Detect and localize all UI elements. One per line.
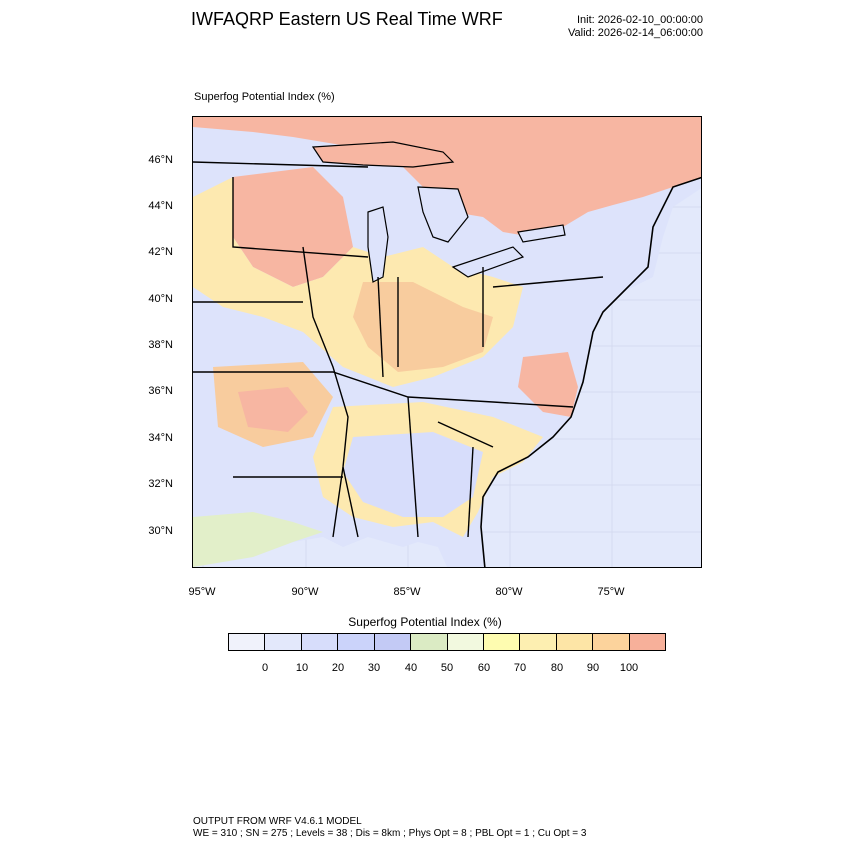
lat-label-34: 34°N — [148, 432, 173, 444]
colorbar-swatch — [556, 634, 594, 650]
high-region-virginia — [518, 352, 578, 417]
footer-model: OUTPUT FROM WRF V4.6.1 MODEL — [193, 816, 362, 827]
high-region-upper-midwest — [233, 167, 353, 287]
lon-label-75: 75°W — [597, 586, 625, 598]
colorbar-swatch — [374, 634, 412, 650]
colorbar-swatch — [265, 634, 302, 650]
colorbar-tick: 20 — [331, 662, 345, 674]
high-region-north — [193, 117, 701, 237]
lat-label-46: 46°N — [148, 154, 173, 166]
lon-label-95: 95°W — [188, 586, 216, 598]
colorbar-swatch — [229, 634, 266, 650]
colorbar-swatch — [629, 634, 666, 650]
colorbar-swatch — [483, 634, 521, 650]
high-region-arkansas — [238, 387, 308, 432]
colorbar-swatch — [447, 634, 484, 650]
green-gulf-coast — [193, 512, 323, 567]
state-boundaries — [193, 161, 604, 538]
colorbar-swatch — [593, 634, 630, 650]
colorbar-tick: 0 — [261, 662, 269, 674]
colorbar-tick: 60 — [477, 662, 491, 674]
footer-config: WE = 310 ; SN = 275 ; Levels = 38 ; Dis … — [193, 828, 587, 839]
lat-label-42: 42°N — [148, 246, 173, 258]
colorbar-tick: 100 — [619, 662, 639, 674]
lon-label-90: 90°W — [291, 586, 319, 598]
lat-label-36: 36°N — [148, 385, 173, 397]
orange-ohio-valley — [353, 282, 493, 372]
map-svg — [193, 117, 701, 567]
lake-ontario — [517, 224, 566, 243]
lat-label-40: 40°N — [148, 293, 173, 305]
colorbar-swatch — [301, 634, 339, 650]
colorbar-swatch — [338, 634, 375, 650]
init-time: Init: 2026-02-10_00:00:00 — [577, 14, 703, 26]
colorbar-tick: 50 — [440, 662, 454, 674]
lake-huron — [417, 186, 469, 243]
colorbar-title: Superfog Potential Index (%) — [348, 615, 502, 629]
colorbar-tick: 80 — [550, 662, 564, 674]
lat-label-30: 30°N — [148, 525, 173, 537]
valid-time: Valid: 2026-02-14_06:00:00 — [568, 27, 703, 39]
colorbar-tick: 70 — [513, 662, 527, 674]
coastline — [480, 176, 701, 567]
colorbar-tick: 30 — [367, 662, 381, 674]
lat-label-32: 32°N — [148, 478, 173, 490]
colorbar — [228, 633, 666, 651]
lat-label-38: 38°N — [148, 339, 173, 351]
colorbar-swatch — [411, 634, 448, 650]
field-label: Superfog Potential Index (%) — [194, 91, 335, 103]
lon-label-80: 80°W — [495, 586, 523, 598]
colorbar-tick: 40 — [404, 662, 418, 674]
lake-superior — [311, 141, 455, 168]
chart-title: IWFAQRP Eastern US Real Time WRF — [191, 9, 503, 29]
lat-label-44: 44°N — [148, 200, 173, 212]
map-panel — [192, 116, 702, 568]
colorbar-tick: 90 — [586, 662, 600, 674]
lon-label-85: 85°W — [393, 586, 421, 598]
lake-erie — [451, 246, 525, 278]
lake-michigan — [367, 206, 389, 283]
colorbar-swatch — [520, 634, 557, 650]
colorbar-tick: 10 — [295, 662, 309, 674]
